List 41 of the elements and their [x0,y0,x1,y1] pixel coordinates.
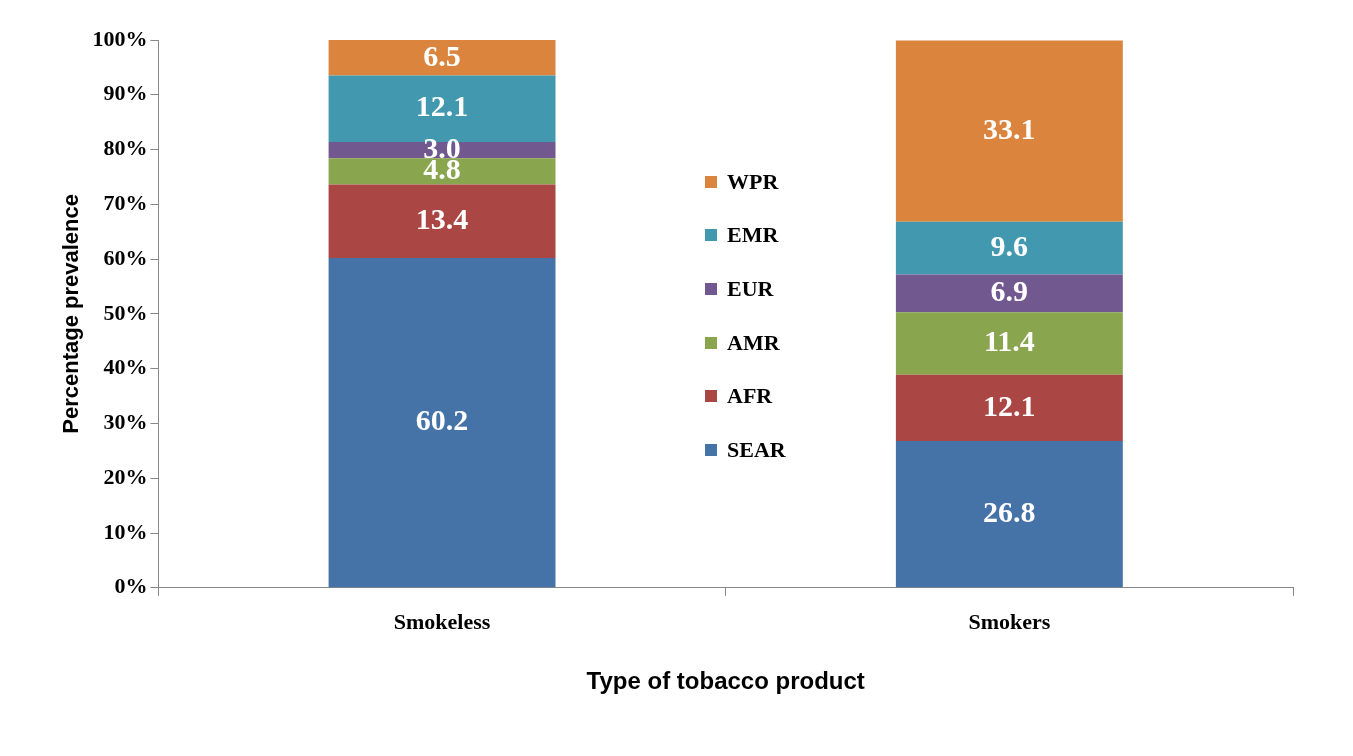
y-tick-label: 20% [103,463,148,489]
legend-label: WPR [727,168,779,195]
bar [328,258,556,588]
y-tick-label: 0% [114,573,148,599]
legend-label: SEAR [727,436,786,463]
y-tick-label: 50% [103,299,148,325]
data-label: 6.5 [423,38,461,72]
bar [328,158,556,185]
legend-label: AMR [727,329,780,356]
y-tick-label: 40% [103,354,148,380]
y-tick-label: 80% [103,135,148,161]
bar [895,40,1123,222]
y-tick-label: 10% [103,518,148,544]
y-axis-title: Percentage prevalence [58,194,84,434]
data-label: 33.1 [983,111,1036,145]
bar [328,40,556,76]
data-label: 60.2 [415,403,469,437]
x-tick-label: Smokers [968,608,1051,634]
y-tick-label: 60% [103,244,148,270]
data-label: 12.1 [983,388,1036,422]
y-tick-label: 100% [92,25,148,51]
bar [328,184,556,259]
bar [895,312,1123,375]
bar [895,274,1123,313]
legend-label: AFR [727,383,773,410]
y-tick-label: 90% [103,80,148,106]
data-label: 13.4 [415,202,469,236]
legend-label: EMR [727,222,779,249]
bar [895,374,1123,441]
data-label: 11.4 [983,324,1035,358]
bar [895,440,1123,588]
data-label: 12.1 [415,89,469,123]
bar [895,221,1123,275]
data-label: 6.9 [990,274,1029,308]
y-tick-label: 70% [103,190,148,216]
data-label: 9.6 [990,228,1029,262]
legend-label: EUR [727,275,774,302]
x-axis-title: Type of tobacco product [586,667,865,695]
x-tick-label: Smokeless [393,608,491,634]
data-label: 26.8 [983,494,1036,528]
y-tick-label: 30% [103,409,148,435]
